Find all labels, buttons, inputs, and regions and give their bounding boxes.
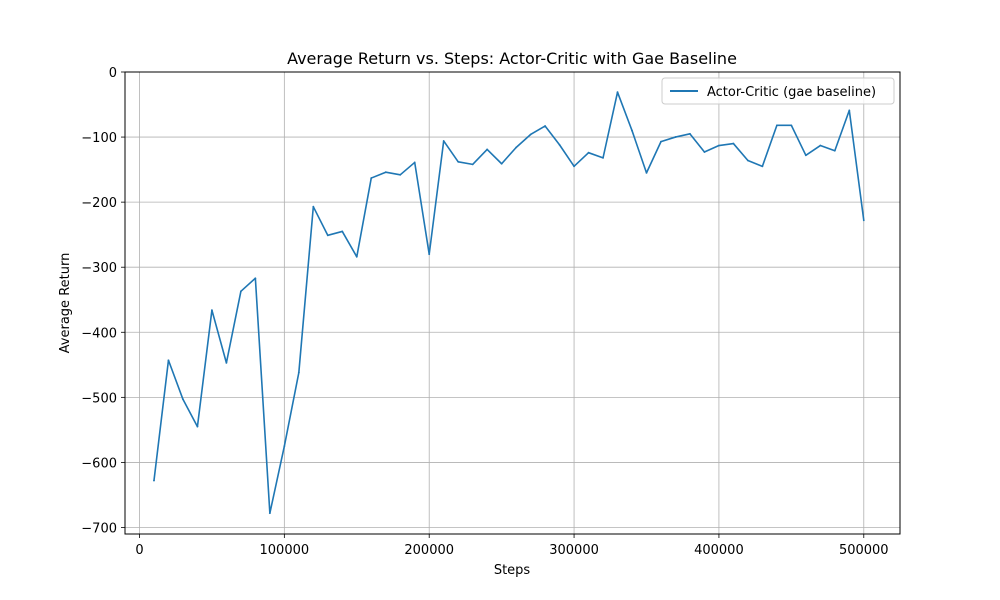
data-point bbox=[573, 165, 575, 168]
data-point bbox=[225, 361, 228, 364]
y-tick-label: −600 bbox=[81, 456, 117, 471]
data-point bbox=[833, 149, 836, 152]
x-axis-label: Steps bbox=[494, 563, 531, 578]
data-point bbox=[355, 255, 358, 258]
y-tick-label: −500 bbox=[81, 391, 117, 406]
data-point bbox=[442, 140, 445, 142]
plot-area bbox=[125, 72, 900, 534]
series-line bbox=[153, 91, 865, 514]
data-point bbox=[399, 173, 402, 176]
data-point bbox=[660, 140, 662, 143]
series-layer bbox=[153, 91, 865, 515]
data-point bbox=[283, 445, 286, 448]
legend-box bbox=[661, 77, 895, 105]
data-point bbox=[167, 359, 170, 362]
data-point bbox=[297, 371, 300, 374]
data-point bbox=[486, 148, 489, 151]
y-tick-label: −200 bbox=[81, 196, 117, 211]
data-point bbox=[602, 156, 604, 159]
data-point bbox=[341, 230, 344, 233]
axis-ticks: 0 100000 200000 300000 400000 500000 0 −100 −200… bbox=[81, 66, 888, 558]
data-point bbox=[326, 234, 329, 237]
data-point bbox=[689, 132, 691, 135]
y-axis-label: Average Return bbox=[58, 253, 73, 354]
y-tick-label: −100 bbox=[81, 131, 117, 146]
data-point bbox=[804, 154, 807, 157]
data-point bbox=[239, 290, 242, 293]
grid-lines bbox=[125, 71, 900, 534]
data-point bbox=[862, 219, 865, 222]
data-point bbox=[819, 144, 822, 147]
x-tick-label: 0 bbox=[135, 543, 143, 558]
data-point bbox=[182, 398, 184, 401]
data-point bbox=[153, 479, 155, 482]
y-tick-label: −700 bbox=[81, 521, 117, 536]
data-point bbox=[674, 136, 677, 138]
x-tick-label: 300000 bbox=[549, 543, 599, 558]
data-point bbox=[515, 146, 518, 149]
data-point bbox=[775, 124, 778, 127]
x-tick-label: 500000 bbox=[839, 543, 889, 558]
data-point bbox=[746, 159, 749, 162]
data-point bbox=[370, 177, 373, 179]
data-point bbox=[384, 171, 387, 174]
data-point bbox=[312, 205, 315, 208]
data-point bbox=[457, 160, 460, 163]
legend: Actor-Critic (gae baseline) bbox=[661, 77, 895, 105]
plot-frame bbox=[124, 71, 901, 535]
x-tick-label: 400000 bbox=[694, 543, 744, 558]
data-point bbox=[558, 143, 561, 146]
data-point bbox=[471, 163, 474, 166]
x-tick-label: 200000 bbox=[404, 543, 454, 558]
data-point bbox=[848, 109, 851, 112]
legend-label: Actor-Critic (gae baseline) bbox=[707, 85, 876, 100]
data-point bbox=[645, 171, 648, 174]
data-point bbox=[254, 277, 257, 280]
data-point bbox=[616, 91, 619, 94]
data-point bbox=[211, 309, 213, 312]
x-tick-label: 100000 bbox=[260, 543, 310, 558]
data-point bbox=[732, 142, 735, 145]
data-point bbox=[268, 512, 271, 515]
y-tick-label: −400 bbox=[81, 326, 117, 341]
data-point bbox=[529, 133, 532, 136]
data-point bbox=[413, 161, 416, 164]
data-point bbox=[544, 125, 546, 127]
data-point bbox=[587, 151, 590, 154]
data-point bbox=[718, 144, 720, 147]
chart-title: Average Return vs. Steps: Actor-Critic w… bbox=[287, 49, 737, 68]
data-point bbox=[631, 129, 633, 132]
data-point bbox=[790, 124, 793, 127]
data-point bbox=[428, 253, 431, 256]
data-point bbox=[500, 162, 503, 165]
y-tick-label: −300 bbox=[81, 261, 117, 276]
data-point bbox=[196, 425, 199, 428]
data-point bbox=[703, 151, 706, 153]
data-point bbox=[761, 165, 764, 168]
y-tick-label: 0 bbox=[109, 66, 117, 81]
